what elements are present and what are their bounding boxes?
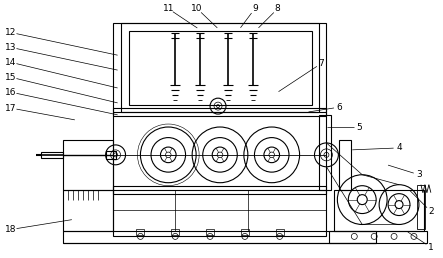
Text: 17: 17 [5, 104, 17, 112]
Text: 9: 9 [252, 4, 258, 13]
Text: 1: 1 [428, 243, 434, 252]
Bar [417, 185, 425, 229]
Bar [63, 231, 376, 243]
Text: 3: 3 [416, 170, 422, 179]
Text: 11: 11 [163, 4, 174, 13]
Bar [113, 108, 326, 116]
Bar [319, 115, 331, 190]
Text: 6: 6 [337, 103, 342, 112]
Text: 8: 8 [275, 4, 280, 13]
Text: 4: 4 [396, 143, 402, 152]
Text: 15: 15 [5, 73, 17, 82]
Text: 14: 14 [5, 58, 17, 67]
Bar [171, 229, 179, 235]
Bar [113, 23, 326, 236]
Text: 16: 16 [5, 88, 17, 97]
Bar [241, 229, 249, 235]
Bar [330, 231, 427, 243]
Text: 13: 13 [5, 43, 17, 52]
Bar [334, 190, 424, 231]
Text: 5: 5 [356, 123, 362, 132]
Bar [136, 229, 144, 235]
Bar [63, 140, 113, 190]
Bar [339, 140, 351, 190]
Text: 18: 18 [5, 225, 17, 234]
Bar [276, 229, 284, 235]
Text: 7: 7 [319, 59, 324, 68]
Bar [206, 229, 214, 235]
Text: 2: 2 [428, 207, 434, 216]
Bar [105, 151, 116, 159]
Text: 10: 10 [191, 4, 203, 13]
Text: 12: 12 [5, 28, 17, 37]
Bar [128, 30, 311, 105]
Bar [120, 23, 319, 112]
Bar [113, 186, 326, 194]
Bar [41, 152, 63, 158]
Bar [63, 190, 113, 231]
